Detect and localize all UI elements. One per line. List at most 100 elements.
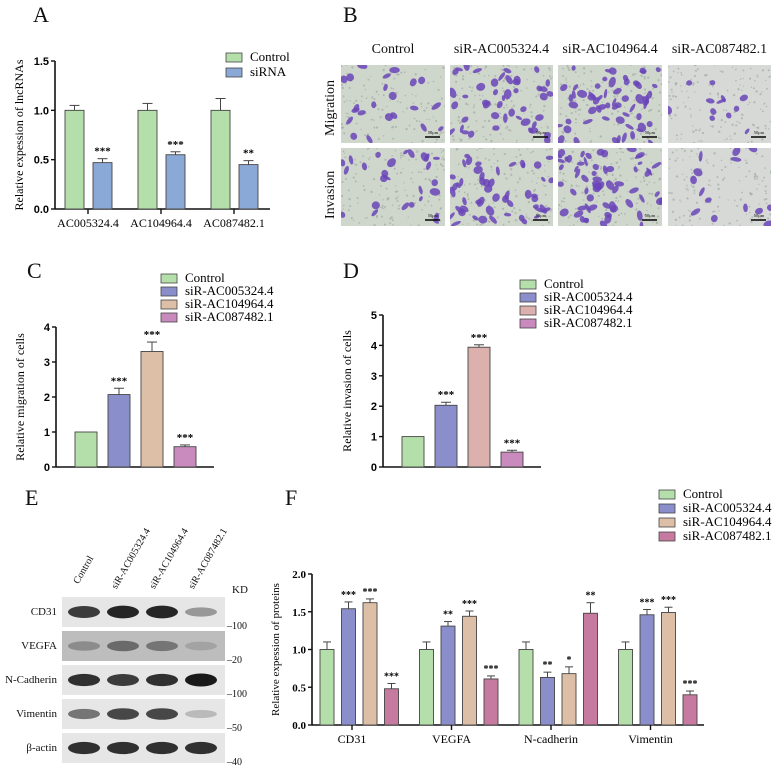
significance-marker: *** bbox=[144, 329, 161, 341]
bar bbox=[140, 351, 164, 468]
y-tick-label: 3 bbox=[371, 371, 377, 383]
legend-label: siR-AC104964.4 bbox=[185, 296, 274, 311]
bar bbox=[74, 431, 98, 468]
y-axis-label: Relative expession of lncRNAs bbox=[12, 59, 26, 210]
blot-label: CD31 bbox=[30, 606, 57, 618]
significance-marker: ** bbox=[443, 610, 453, 621]
significance-marker: *** bbox=[471, 332, 488, 344]
bar bbox=[238, 164, 259, 210]
micrograph-migration: 50μm bbox=[558, 65, 662, 143]
marker-label: –20 bbox=[227, 655, 242, 666]
legend-swatch bbox=[658, 531, 676, 542]
panel-e-western-blot: Control siR-AC005324.4 siR-AC104964.4 siR-A… bbox=[0, 500, 270, 768]
legend-swatch bbox=[519, 318, 537, 329]
y-tick-label: 1.0 bbox=[34, 105, 49, 117]
significance-marker: *** bbox=[363, 587, 378, 598]
y-tick-label: 0.5 bbox=[34, 155, 49, 167]
panel-label-e: E bbox=[25, 485, 39, 510]
lane-label: siR-AC104964.4 bbox=[147, 526, 192, 591]
legend-label: siR-AC005324.4 bbox=[544, 289, 633, 304]
bar bbox=[64, 109, 85, 210]
y-tick-label: 1.0 bbox=[292, 645, 306, 657]
blot-label: VEGFA bbox=[21, 640, 57, 652]
bar bbox=[362, 602, 378, 726]
row-label: Migration bbox=[323, 80, 338, 136]
protein-band bbox=[68, 708, 100, 720]
bar bbox=[137, 109, 158, 210]
x-tick-label: AC087482.1 bbox=[203, 216, 265, 230]
protein-band bbox=[107, 605, 139, 619]
scale-bar-label: 50μm bbox=[428, 213, 439, 218]
chart-f: 0.0 0.5 1.0 1.5 2.0 Relative expession of pro… bbox=[270, 486, 772, 746]
significance-marker: *** bbox=[661, 595, 676, 606]
scale-bar-label: 50μm bbox=[428, 130, 439, 135]
y-tick-label: 0 bbox=[44, 462, 50, 474]
blot-strip bbox=[62, 665, 225, 695]
bar bbox=[682, 694, 698, 726]
legend-label: Control bbox=[683, 486, 723, 501]
protein-band bbox=[68, 606, 100, 618]
row-label: Invasion bbox=[323, 170, 338, 219]
blot-strip bbox=[62, 597, 225, 627]
lane-label: Control bbox=[71, 554, 97, 586]
x-tick-label: AC104964.4 bbox=[130, 216, 192, 230]
panel-label-f: F bbox=[285, 485, 298, 510]
bar bbox=[434, 404, 458, 468]
significance-marker: *** bbox=[683, 679, 698, 690]
bar bbox=[661, 612, 676, 726]
y-tick-label: 2.0 bbox=[292, 569, 306, 581]
legend-label: siR-AC087482.1 bbox=[683, 528, 771, 543]
y-tick-label: 2 bbox=[371, 401, 377, 413]
y-tick-label: 3 bbox=[44, 357, 50, 369]
bar bbox=[462, 615, 477, 726]
legend-swatch bbox=[160, 286, 178, 297]
significance-marker: ** bbox=[243, 148, 255, 160]
marker-label: –100 bbox=[227, 621, 247, 632]
protein-band bbox=[185, 673, 217, 687]
x-tick-label: Vimentin bbox=[628, 732, 673, 746]
column-label: siR-AC005324.4 bbox=[453, 42, 550, 57]
protein-band bbox=[185, 641, 217, 651]
y-tick-label: 0.5 bbox=[292, 682, 306, 694]
bar bbox=[500, 451, 524, 468]
y-tick-label: 4 bbox=[44, 322, 51, 334]
bar bbox=[483, 678, 499, 726]
y-tick-label: 1 bbox=[44, 427, 50, 439]
bar bbox=[440, 625, 456, 726]
y-axis-label: Relative migration of cells bbox=[13, 333, 27, 461]
bar bbox=[401, 436, 425, 468]
significance-marker: ** bbox=[543, 660, 553, 671]
protein-band bbox=[185, 709, 217, 719]
significance-marker: *** bbox=[438, 389, 455, 401]
bar bbox=[341, 608, 356, 726]
bar bbox=[107, 394, 131, 468]
significance-marker: *** bbox=[341, 590, 356, 601]
blot-strip bbox=[62, 699, 225, 729]
bar bbox=[618, 649, 633, 726]
micrograph-migration: 50μm bbox=[450, 65, 553, 143]
legend-label: siR-AC005324.4 bbox=[185, 283, 274, 298]
scale-bar-label: 50μm bbox=[645, 213, 656, 218]
lane-label: siR-AC087482.1 bbox=[186, 526, 231, 591]
scale-bar-label: 50μm bbox=[754, 213, 765, 218]
chart-f-axes: 0.0 0.5 1.0 1.5 2.0 Relative expession of pro… bbox=[270, 569, 704, 732]
scale-bar-label: 50μm bbox=[645, 130, 656, 135]
marker-label: –100 bbox=[227, 689, 247, 700]
chart-a: 0.0 0.5 1.0 1.5 Relative expession of lncRNA… bbox=[12, 49, 290, 230]
legend-swatch bbox=[519, 305, 537, 316]
significance-marker: *** bbox=[384, 671, 399, 682]
chart-c-bars: *** *** *** bbox=[74, 329, 197, 468]
scale-bar-label: 50μm bbox=[754, 130, 765, 135]
y-tick-label: 5 bbox=[371, 310, 377, 322]
blot-label: N-Cadherin bbox=[5, 674, 57, 686]
x-tick-label: N-cadherin bbox=[524, 732, 578, 746]
bar bbox=[165, 154, 186, 210]
marker-label: –50 bbox=[227, 723, 242, 734]
chart-c-legend: ControlsiR-AC005324.4siR-AC104964.4siR-A… bbox=[160, 270, 274, 324]
bar bbox=[467, 346, 491, 468]
significance-marker: *** bbox=[94, 146, 111, 158]
blot-label: β-actin bbox=[26, 742, 57, 754]
bar bbox=[583, 612, 598, 726]
legend-label: Control bbox=[544, 276, 584, 291]
